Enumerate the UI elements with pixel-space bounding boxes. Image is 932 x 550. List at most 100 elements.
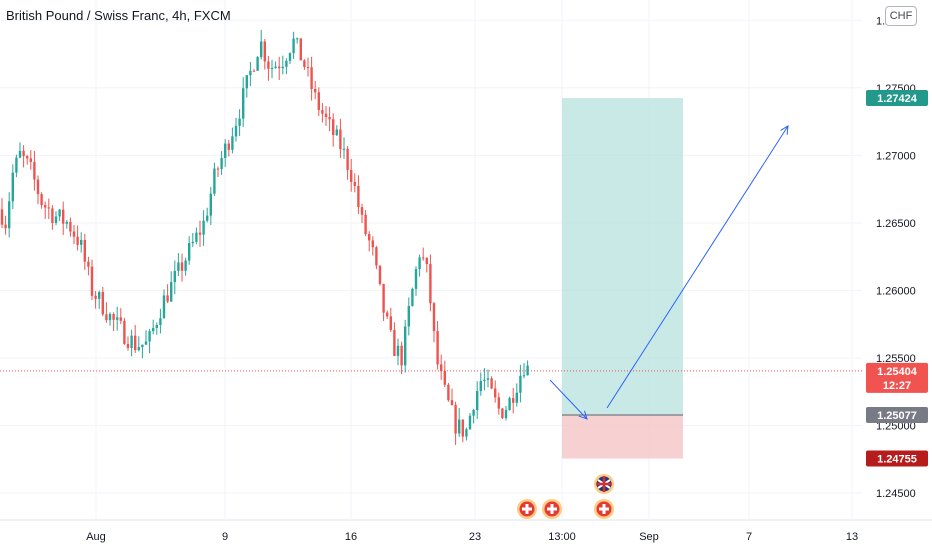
candle-body [188,243,191,261]
loss-zone[interactable] [562,415,683,459]
candle-body [249,70,252,76]
candle-body [54,216,58,223]
candle-body [411,288,414,307]
candle-body [353,181,356,186]
candle-body [436,331,439,365]
candle-body [231,136,234,150]
currency-badge[interactable]: CHF [885,6,917,26]
candle-body [242,88,245,119]
candle-body [303,60,306,68]
candle-body [447,384,450,401]
candle-body [191,241,194,244]
candle-body [400,345,403,366]
candle-body [346,148,349,171]
candle-body [371,240,374,248]
candle-body [256,57,259,71]
candle-body [18,150,22,158]
candle-body [450,400,454,405]
y-tick-label: 1.25500 [876,353,916,365]
candle-body [508,398,511,411]
x-tick-label: Sep [639,531,659,543]
projection-arrow-down[interactable] [549,379,587,419]
candle-body [144,341,148,345]
candle-body [522,375,526,377]
candle-body [126,343,130,348]
candle-body [486,378,490,380]
entry-price-tag-bg[interactable] [866,407,928,424]
candle-body [101,291,104,315]
candle-body [350,170,353,182]
current-price-tag: 1.25404 [877,366,918,378]
profit-zone[interactable] [562,98,683,416]
target-price-tag-bg[interactable] [866,90,928,107]
candle-body [321,109,324,114]
candle-body [234,125,238,137]
candle-body [90,266,94,296]
candle-body [357,185,360,208]
candle-body [267,61,270,69]
stop-price-tag: 1.24755 [877,454,917,466]
candle-body [299,38,302,61]
candle-body [429,264,432,304]
current-price-tag-bg[interactable] [866,362,928,393]
projection-arrow-up[interactable] [606,126,788,409]
candle-body [332,119,335,136]
candle-body [296,38,299,40]
candle-body [501,408,504,419]
candle-body [483,379,486,381]
candle-body [11,172,14,202]
candle-body [292,38,295,54]
candle-body [328,117,331,120]
candle-body [148,331,151,342]
candle-body [306,67,310,69]
candle-body [270,68,274,70]
candle-body [0,209,4,225]
candle-body [497,397,500,409]
x-tick-label: 7 [746,531,752,543]
candle-body [65,221,68,224]
candle-body [33,161,36,180]
candle-body [8,201,11,229]
candle-body [130,335,133,348]
candle-body [389,316,392,330]
candle-body [72,231,76,237]
candle-body [22,150,25,157]
candle-body [454,404,457,434]
x-tick-label: 13 [846,531,858,543]
candle-body [4,224,7,229]
candle-body [339,129,342,150]
candle-body [461,419,464,437]
candle-body [141,344,144,348]
candle-body [159,318,162,325]
candle-body [260,41,263,58]
candle-body [26,156,29,159]
candle-body [245,75,248,89]
candle-body [206,215,209,221]
candle-body [440,364,443,372]
candle-body [123,320,126,344]
candle-body [324,113,328,118]
entry-price-tag: 1.25077 [877,410,917,422]
candle-body [47,207,50,209]
candle-body [87,261,90,267]
candle-body [526,365,529,376]
candle-body [58,209,61,217]
candle-body [490,378,493,389]
candle-body [422,257,425,259]
candle-body [173,270,176,283]
candle-body [40,194,43,206]
candle-body [375,247,378,266]
candle-body [108,314,112,321]
candle-body [213,168,216,194]
candle-body [180,262,184,271]
candle-body [238,118,241,126]
stop-price-tag-bg[interactable] [866,450,928,467]
candle-body [166,295,169,302]
candle-body [112,314,115,320]
candle-body [368,234,371,241]
x-tick-label: 13:00 [548,531,576,543]
candle-body [494,388,497,398]
candle-body [278,66,281,69]
candle-body [310,67,313,89]
